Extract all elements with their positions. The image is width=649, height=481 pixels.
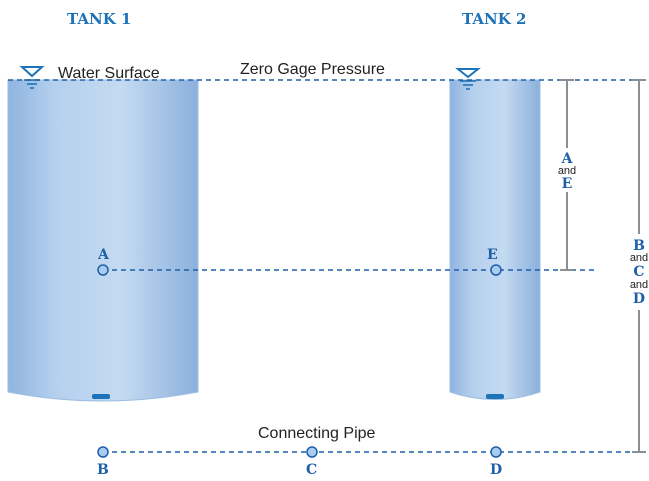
point-E-label: E (487, 247, 498, 263)
tank1-body (7, 79, 199, 402)
tank2-body (449, 79, 541, 400)
dimension-AE-and: and (558, 165, 576, 177)
dimension-BCD (632, 79, 646, 453)
point-C-label: C (306, 462, 317, 478)
water-surface-symbol-tank2 (455, 68, 481, 90)
dimension-BCD-b: B (633, 238, 645, 254)
tank1-outlet (92, 394, 110, 399)
tank2-outlet (486, 394, 504, 399)
dimension-AE-bottom: E (562, 176, 573, 192)
dimension-BCD-c: C (633, 264, 644, 280)
dimension-AE (560, 79, 574, 271)
tank1-title: TANK 1 (67, 10, 131, 28)
point-B (97, 446, 109, 458)
point-E (490, 264, 502, 276)
dimension-AE-top: A (561, 151, 574, 167)
dimension-BCD-and2: and (630, 279, 648, 291)
point-A (97, 264, 109, 276)
water-surface-label: Water Surface (58, 65, 160, 82)
zero-gage-label: Zero Gage Pressure (240, 61, 385, 78)
point-D-label: D (490, 462, 502, 478)
point-A-label: A (97, 247, 110, 263)
dimension-BCD-and1: and (630, 252, 648, 264)
point-B-label: B (97, 462, 109, 478)
dimension-BCD-d: D (633, 291, 645, 307)
point-D (490, 446, 502, 458)
point-C (306, 446, 318, 458)
connecting-pipe-label: Connecting Pipe (258, 425, 376, 442)
tank2-title: TANK 2 (462, 10, 526, 28)
